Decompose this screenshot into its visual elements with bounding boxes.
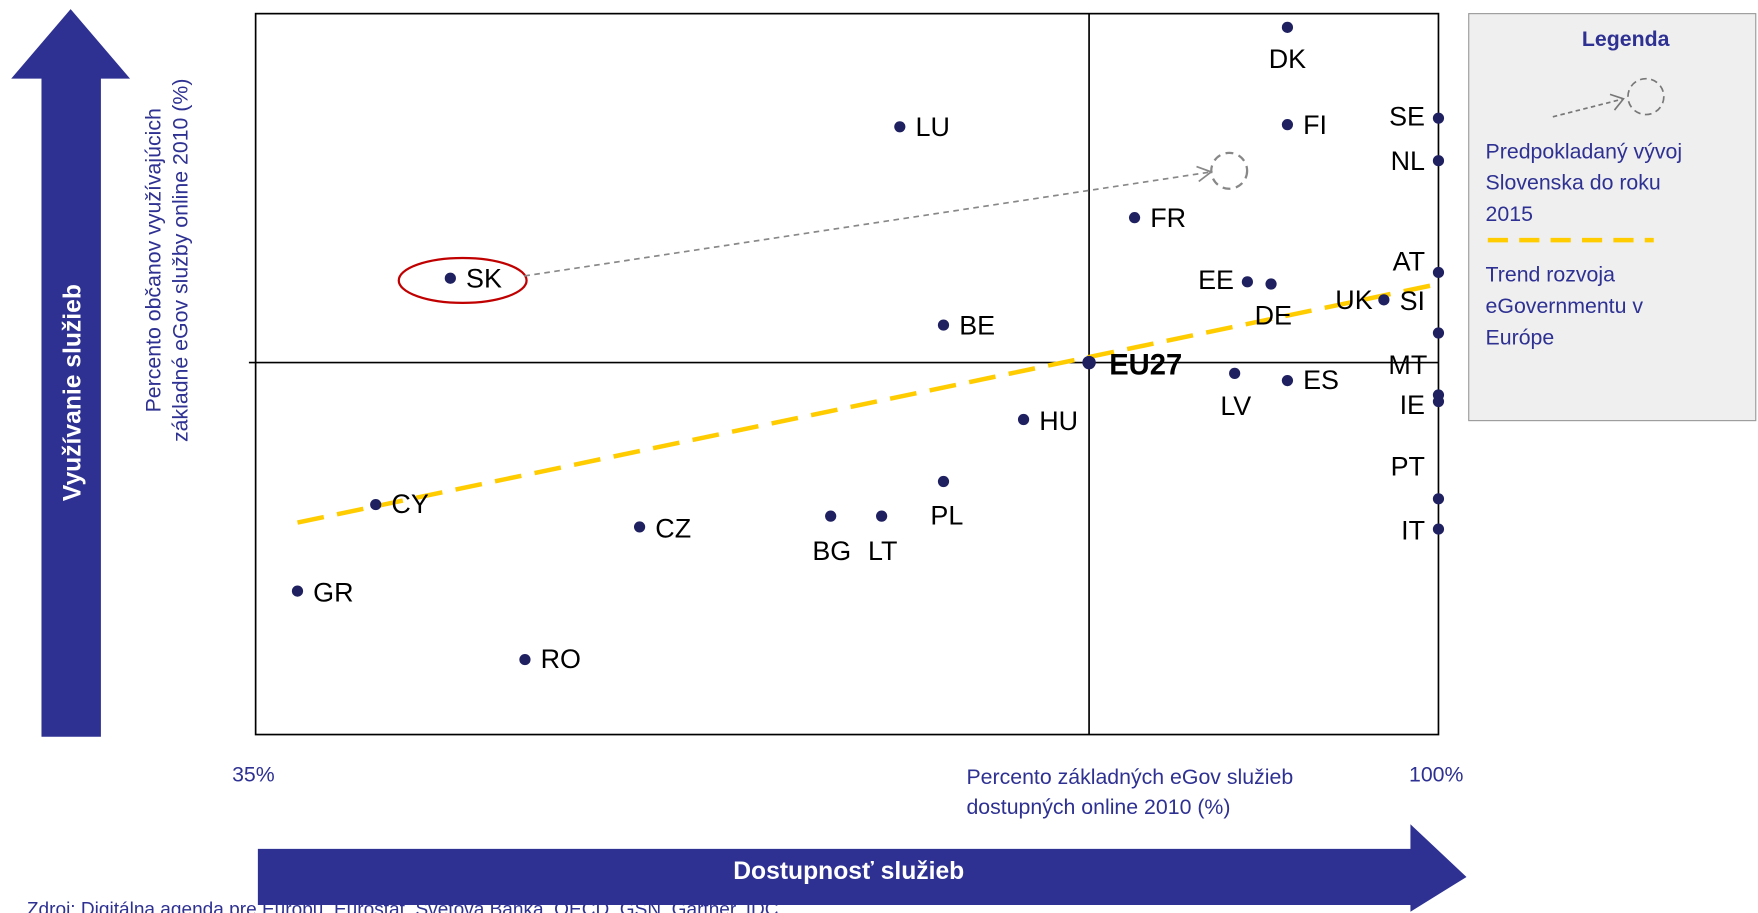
point (1432, 155, 1445, 167)
legend-text: Slovenska do roku (1486, 171, 1661, 195)
legend-box (1468, 13, 1757, 422)
point-label: LU (916, 112, 950, 142)
point-label: SK (466, 264, 502, 294)
trend-line (297, 281, 1439, 525)
point (1432, 523, 1445, 535)
legend-circle (1627, 77, 1665, 116)
x-tick-label: 100% (1409, 763, 1464, 787)
source: Zdroj: Digitálna agenda pre Európu, Euro… (27, 900, 779, 913)
point (1432, 112, 1445, 124)
point (937, 319, 950, 331)
point-label: HU (1039, 406, 1078, 436)
point-label: UK (1335, 285, 1372, 315)
point-label: NL (1391, 146, 1425, 176)
legend-text: eGovernmentu v (1486, 294, 1644, 318)
point (633, 521, 646, 533)
point (1378, 294, 1390, 306)
x-label: dostupných online 2010 (%) (966, 795, 1230, 819)
point-label: SI (1400, 286, 1425, 316)
point (444, 272, 456, 284)
point (876, 510, 888, 522)
point (1017, 413, 1030, 426)
point-label: BG (812, 536, 851, 566)
point-label: BE (959, 310, 995, 340)
point (1082, 355, 1096, 370)
point-label: CZ (655, 513, 691, 543)
point (1432, 395, 1445, 408)
y-label: Percento občanov využívajúcich (141, 108, 165, 412)
point-label: IE (1400, 390, 1425, 420)
projection (1210, 151, 1249, 190)
point (1432, 266, 1445, 279)
point-label: FI (1303, 110, 1327, 140)
legend-text: 2015 (1486, 202, 1533, 226)
point (370, 498, 382, 511)
y-arrow-title: Využívanie služieb (60, 284, 87, 501)
point-label: LT (868, 536, 897, 566)
point-label: LV (1220, 391, 1251, 421)
point-label: DE (1255, 301, 1292, 331)
highlight (397, 256, 528, 304)
point (1265, 278, 1277, 290)
point-label: IT (1401, 516, 1425, 546)
point-label: DK (1269, 44, 1306, 74)
point-label: FR (1150, 203, 1186, 233)
point (937, 475, 950, 488)
point (1281, 21, 1294, 33)
point-label: MT (1388, 350, 1427, 380)
point-label: GR (313, 578, 353, 608)
legend-title: Legenda (1582, 27, 1670, 51)
y-label: základné eGov služby online 2010 (%) (168, 79, 192, 442)
point-label: RO (541, 644, 581, 674)
y-arrow (11, 9, 131, 737)
point (1432, 493, 1445, 505)
legend-text: Predpokladaný vývoj (1486, 139, 1683, 163)
x-arrow-title: Dostupnosť služieb (733, 858, 964, 885)
x-arrow (257, 824, 1467, 912)
point-label: EU27 (1109, 350, 1182, 382)
point-label: PT (1391, 452, 1425, 482)
plot-frame (254, 12, 1440, 736)
x-label: Percento základných eGov služieb (966, 765, 1293, 789)
point (825, 510, 837, 522)
x-tick-label: 35% (232, 763, 275, 787)
point-label: ES (1303, 365, 1339, 395)
legend-arrow-head (1609, 93, 1625, 111)
point (1241, 276, 1253, 288)
point-label: SE (1389, 101, 1425, 131)
projection-arrow-head (1196, 165, 1213, 183)
point (1432, 327, 1445, 339)
point (1281, 119, 1294, 131)
legend-text: Trend rozvoja (1486, 263, 1616, 287)
point (291, 585, 304, 597)
point (1229, 367, 1241, 379)
point-label: CY (391, 489, 428, 519)
point (894, 121, 906, 133)
point (519, 653, 531, 666)
legend-arrow (1552, 98, 1624, 118)
projection-arrow (524, 171, 1212, 277)
point-label: AT (1393, 247, 1425, 277)
point (1281, 374, 1294, 387)
point (1128, 212, 1141, 224)
point-label: PL (930, 500, 963, 530)
point-label: EE (1198, 265, 1234, 295)
legend-text: Európe (1486, 325, 1555, 349)
